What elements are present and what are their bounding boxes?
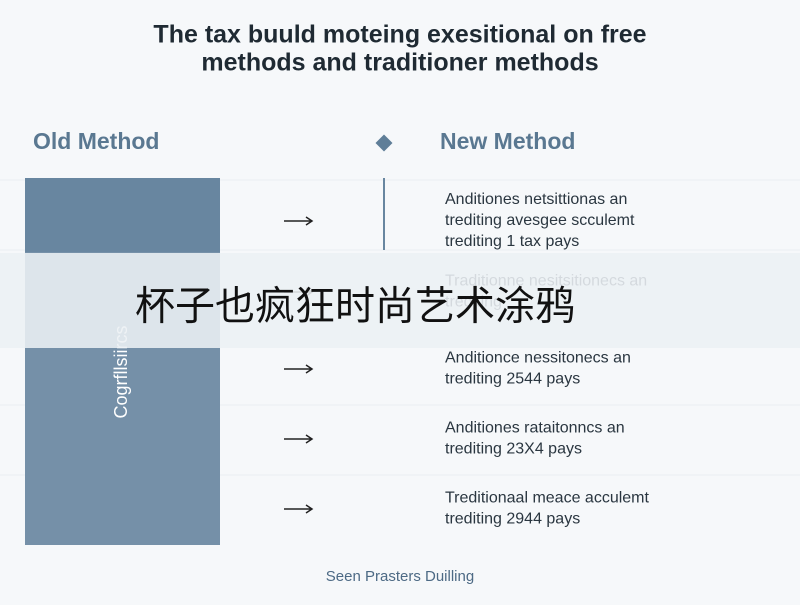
- row-text: Anditiones netsittionas an: [445, 191, 627, 208]
- arrow: [284, 216, 314, 226]
- arrow: [284, 504, 314, 514]
- row-text: Anditionce nessitonecs an: [445, 350, 631, 367]
- title-line: The tax buuld moteing exesitional on fre…: [153, 21, 646, 49]
- old-method-top: [25, 178, 220, 252]
- overlay-band: [0, 253, 800, 348]
- row-text: Anditiones rataitonncs an: [445, 420, 625, 437]
- row-text: Treditionaal meace acculemt: [445, 490, 650, 507]
- overlay-text: 杯子也疯狂时尚艺术涂鸦: [135, 285, 575, 329]
- row-text: trediting 1 tax pays: [445, 233, 579, 250]
- row-text: trediting 23Χ4 pays: [445, 441, 582, 458]
- title-line: methods and traditioner methods: [201, 49, 598, 77]
- arrow: [284, 364, 314, 374]
- row-text: trediting avesgee scculemt: [445, 212, 635, 229]
- row-text: trediting 2544 pays: [445, 371, 580, 388]
- row-text: trediting 2944 pays: [445, 511, 580, 528]
- side-label: Cogrfllsiircs: [111, 325, 131, 418]
- new-method-heading: New Method: [440, 128, 575, 154]
- footer: Seen Prasters Duilling: [326, 568, 474, 585]
- arrow: [284, 434, 314, 444]
- old-method-heading: Old Method: [33, 128, 159, 154]
- diamond: [375, 134, 393, 152]
